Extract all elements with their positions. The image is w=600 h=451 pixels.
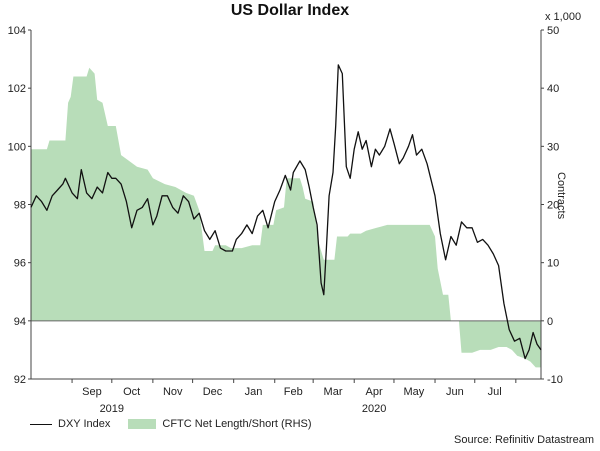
chart-title: US Dollar Index: [230, 2, 350, 19]
legend: DXY Index CFTC Net Length/Short (RHS): [30, 418, 312, 430]
year-label: 2019: [100, 403, 124, 415]
month-tick-label: Apr: [366, 386, 383, 398]
right-tick-label: 0: [547, 316, 553, 328]
right-tick-label: 10: [547, 258, 559, 270]
axes-layer: 92 94 96 98 100 102 104 -10 0 10 20 30 40 50 Sep Oct Nov…: [8, 25, 563, 415]
source-note: Source: Refinitiv Datastream: [454, 434, 594, 446]
right-tick-label: 30: [547, 141, 559, 153]
legend-line-label: DXY Index: [58, 418, 111, 430]
legend-area-swatch: [128, 419, 157, 429]
month-tick-label: Jun: [446, 386, 464, 398]
month-tick-label: Jan: [245, 386, 263, 398]
right-tick-label: 20: [547, 200, 559, 212]
dxy-index-line: [30, 64, 542, 360]
cftc-area-layer: [31, 67, 541, 368]
month-tick-label: Nov: [163, 386, 183, 398]
dxy-line-layer: [30, 64, 542, 360]
right-tick-label: -10: [547, 374, 563, 386]
right-tick-label: 40: [547, 83, 559, 95]
left-tick-label: 96: [14, 258, 26, 270]
left-tick-label: 94: [14, 316, 26, 328]
right-axis-unit: x 1,000: [545, 11, 582, 23]
year-label: 2020: [362, 403, 386, 415]
month-tick-label: May: [403, 386, 424, 398]
left-tick-label: 102: [8, 83, 26, 95]
left-tick-label: 104: [8, 25, 26, 37]
legend-line-swatch: [30, 423, 52, 425]
cftc-net-area: [31, 67, 541, 368]
month-tick-label: Mar: [324, 386, 343, 398]
left-tick-label: 100: [8, 141, 26, 153]
left-tick-label: 98: [14, 200, 26, 212]
legend-area-label: CFTC Net Length/Short (RHS): [162, 418, 312, 430]
month-tick-label: Sep: [82, 386, 102, 398]
right-tick-label: 50: [547, 25, 559, 37]
month-tick-label: Feb: [284, 386, 303, 398]
month-tick-label: Jul: [488, 386, 502, 398]
left-tick-label: 92: [14, 374, 26, 386]
month-tick-label: Dec: [203, 386, 223, 398]
month-tick-label: Oct: [123, 386, 140, 398]
